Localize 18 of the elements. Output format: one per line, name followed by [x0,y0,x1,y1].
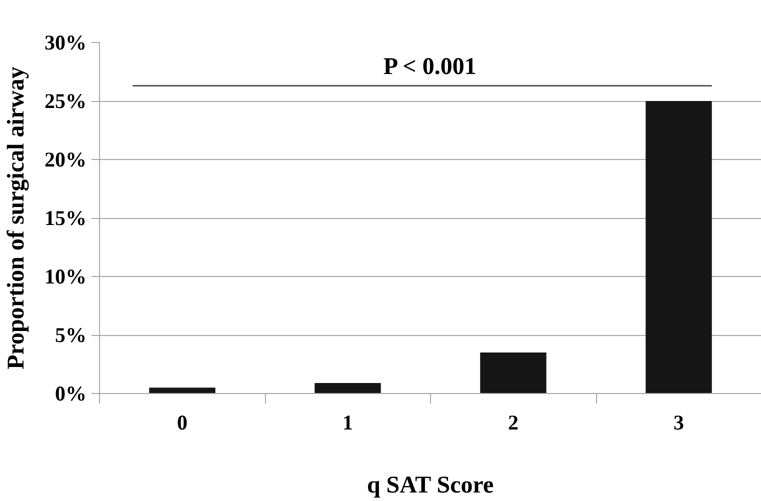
bar [149,388,216,394]
x-tick-label: 0 [177,410,188,434]
ref-line-label: P < 0.001 [383,54,476,80]
x-tick-label: 3 [674,410,684,434]
x-tick-label: 1 [342,410,353,434]
y-tick-label: 10% [44,264,86,288]
y-tick-label: 30% [44,30,86,54]
bar [480,352,546,394]
y-tick-label: 25% [44,89,86,113]
x-tick-label: 2 [508,410,518,434]
y-tick-label: 5% [55,323,86,347]
y-tick-label: 20% [44,148,86,172]
bar [646,101,712,394]
y-axis-title: Proportion of surgical airway [4,66,30,370]
x-axis-title: q SAT Score [366,472,494,498]
bar [314,382,381,394]
y-tick-label: 15% [44,206,86,230]
y-tick-label: 0% [55,382,86,406]
